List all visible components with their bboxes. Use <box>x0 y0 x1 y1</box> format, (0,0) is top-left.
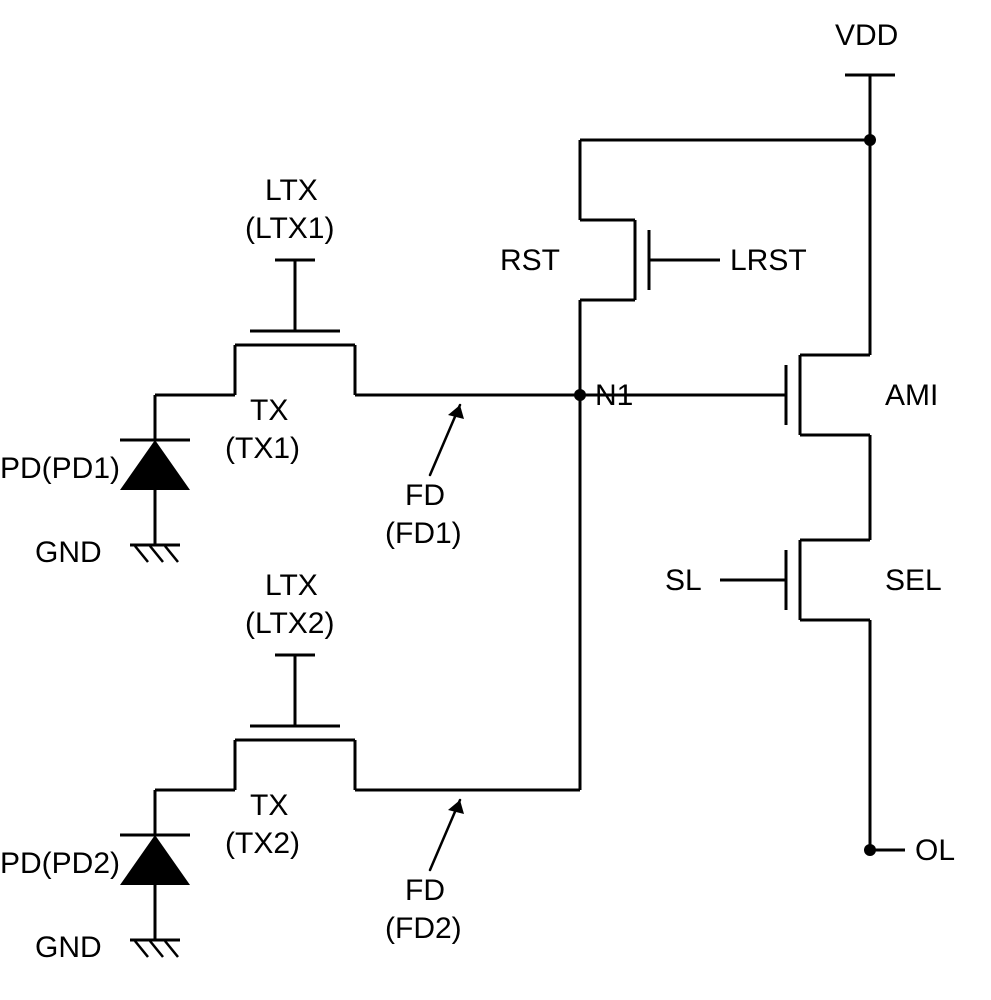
label-pd1: PD(PD1) <box>0 452 120 485</box>
label-sel: SEL <box>885 564 942 597</box>
label-ltx1-b: (LTX1) <box>245 212 334 245</box>
label-sl: SL <box>665 564 702 597</box>
label-lrst: LRST <box>730 244 807 277</box>
pd2-triangle <box>120 835 190 885</box>
label-fd2-a: FD <box>405 874 445 907</box>
gnd2-h3 <box>165 941 178 957</box>
label-ltx2-b: (LTX2) <box>245 607 334 640</box>
gnd2-h1 <box>135 941 148 957</box>
label-n1: N1 <box>595 379 633 412</box>
gnd1-h3 <box>165 546 178 562</box>
label-gnd2: GND <box>35 931 102 964</box>
label-vdd: VDD <box>835 19 898 52</box>
label-tx1-b: (TX1) <box>225 432 300 465</box>
pointer-fd1-head <box>448 405 464 419</box>
gnd2-h2 <box>150 941 163 957</box>
label-fd1-a: FD <box>405 479 445 512</box>
label-tx1-a: TX <box>250 394 288 427</box>
gnd1-h2 <box>150 546 163 562</box>
label-rst: RST <box>500 244 560 277</box>
label-gnd1: GND <box>35 536 102 569</box>
label-ol: OL <box>915 834 955 867</box>
label-ltx1-a: LTX <box>265 174 318 207</box>
label-ltx2-a: LTX <box>265 569 318 602</box>
label-fd2-b: (FD2) <box>385 912 462 945</box>
pixel-circuit-schematic: VDD LTX (LTX1) TX (TX1) PD(PD1) GND FD (… <box>0 0 991 1000</box>
pointer-fd2-head <box>448 800 464 814</box>
label-ami: AMI <box>885 379 938 412</box>
pd1-triangle <box>120 440 190 490</box>
gnd1-h1 <box>135 546 148 562</box>
label-tx2-a: TX <box>250 789 288 822</box>
label-tx2-b: (TX2) <box>225 827 300 860</box>
label-fd1-b: (FD1) <box>385 517 462 550</box>
label-pd2: PD(PD2) <box>0 847 120 880</box>
